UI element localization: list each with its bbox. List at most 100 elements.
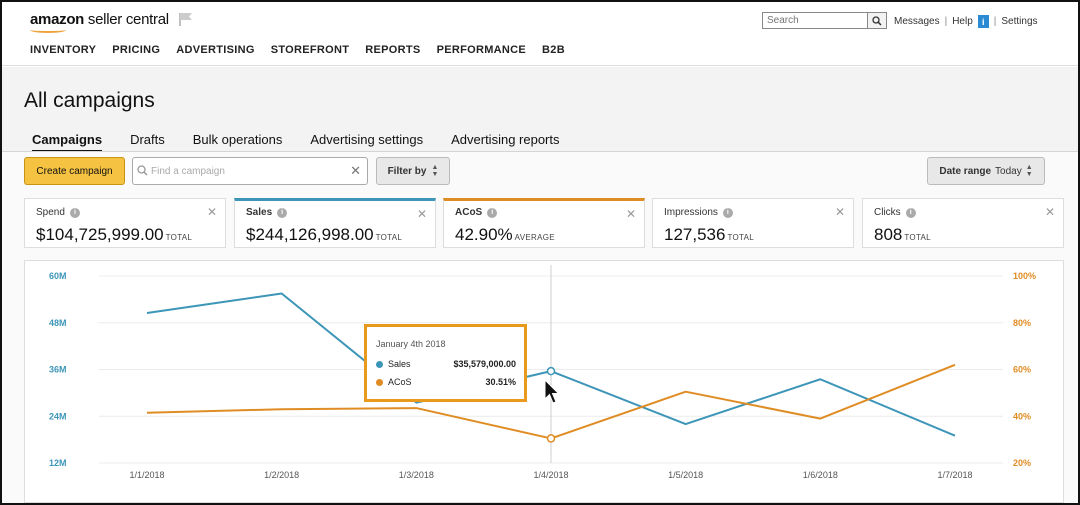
metric-label-text: Impressions <box>664 207 718 218</box>
tab-advertising-reports[interactable]: Advertising reports <box>451 132 560 147</box>
tooltip-date: January 4th 2018 <box>376 339 446 349</box>
close-icon[interactable]: ✕ <box>416 207 427 221</box>
help-link[interactable]: Help <box>952 16 973 27</box>
metric-label-text: Sales <box>246 207 273 218</box>
nav-inventory[interactable]: INVENTORY <box>30 44 97 56</box>
x-tick-label: 1/7/2018 <box>937 470 972 480</box>
y-right-tick-label: 100% <box>1013 271 1036 281</box>
page-body: All campaigns Campaigns Drafts Bulk oper… <box>2 67 1078 503</box>
info-icon[interactable]: i <box>722 207 733 218</box>
close-icon[interactable]: ✕ <box>834 205 845 219</box>
data-point-sales <box>546 366 556 376</box>
sales-legend-dot <box>376 360 383 368</box>
metric-card-impressions[interactable]: Impressions i ✕ 127,536 TOTAL <box>652 198 854 248</box>
y-left-tick-label: 24M <box>49 411 67 421</box>
global-search-input[interactable] <box>762 12 868 29</box>
find-campaign-input[interactable] <box>151 162 351 180</box>
metric-value: 127,536 TOTAL <box>664 225 754 245</box>
nav-advertising[interactable]: ADVERTISING <box>176 44 255 56</box>
tab-campaigns[interactable]: Campaigns <box>32 132 103 152</box>
metric-suffix: TOTAL <box>165 233 193 242</box>
metric-label: Spend i <box>36 207 80 218</box>
close-icon[interactable]: ✕ <box>1044 205 1055 219</box>
link-separator: | <box>993 16 997 27</box>
date-range-value: Today <box>995 165 1022 177</box>
tooltip-series-name: Sales <box>388 359 411 369</box>
y-left-tick-label: 36M <box>49 365 67 375</box>
metric-value: 42.90% AVERAGE <box>455 225 555 245</box>
tooltip-row-sales: Sales $35,579,000.00 <box>376 359 516 369</box>
flag-icon[interactable] <box>178 12 194 26</box>
sort-arrows-icon: ▲ ▼ <box>1025 164 1033 178</box>
nav-b2b[interactable]: B2B <box>542 44 565 56</box>
tab-drafts[interactable]: Drafts <box>130 132 165 147</box>
metric-suffix: TOTAL <box>375 233 403 242</box>
close-icon[interactable]: ✕ <box>206 205 217 219</box>
metric-card-acos[interactable]: ACoS i ✕ 42.90% AVERAGE <box>443 198 645 248</box>
y-left-tick-label: 60M <box>49 271 67 281</box>
chart-canvas: 60M 100% 48M 80% 36M 60% 24M 40% 12M 20% 1/1/2018 1… <box>49 265 1036 480</box>
sort-arrows-icon: ▲ ▼ <box>431 164 439 178</box>
campaigns-panel: Create campaign ✕ Filter by ▲▼ Date rang… <box>2 152 1078 503</box>
nav-pricing[interactable]: PRICING <box>112 44 161 56</box>
metric-value-text: 127,536 <box>664 225 726 244</box>
tab-bulk-operations[interactable]: Bulk operations <box>192 132 283 147</box>
main-nav: INVENTORY PRICING ADVERTISING STOREFRONT… <box>30 44 565 56</box>
clear-search-icon[interactable]: ✕ <box>350 163 361 178</box>
chart-tooltip: January 4th 2018 Sales $35,579,000.00 AC… <box>364 324 527 402</box>
y-right-tick-label: 40% <box>1013 411 1031 421</box>
x-tick-label: 1/6/2018 <box>803 470 838 480</box>
metric-value: 808 TOTAL <box>874 225 931 245</box>
find-campaign-field[interactable]: ✕ <box>132 157 368 185</box>
metric-card-spend[interactable]: Spend i ✕ $104,725,999.00 TOTAL <box>24 198 226 248</box>
close-icon[interactable]: ✕ <box>625 207 636 221</box>
info-icon[interactable]: i <box>905 207 916 218</box>
logo-product-text: seller central <box>84 11 169 28</box>
info-icon[interactable]: i <box>487 207 498 218</box>
link-separator: | <box>944 16 948 27</box>
metric-cards: Spend i ✕ $104,725,999.00 TOTAL Sales i ✕ $… <box>24 198 1064 248</box>
tab-advertising-settings[interactable]: Advertising settings <box>310 132 424 147</box>
create-campaign-button[interactable]: Create campaign <box>24 157 125 185</box>
info-icon[interactable]: i <box>277 207 288 218</box>
nav-reports[interactable]: REPORTS <box>365 44 421 56</box>
acos-legend-dot <box>376 378 383 386</box>
settings-link[interactable]: Settings <box>1001 16 1038 27</box>
top-header: amazon seller central Messages | Help i … <box>2 2 1078 66</box>
info-icon[interactable]: i <box>69 207 80 218</box>
metric-value-text: $104,725,999.00 <box>36 225 164 244</box>
seller-central-logo[interactable]: amazon seller central <box>30 11 169 28</box>
x-tick-label: 1/2/2018 <box>264 470 299 480</box>
metric-value-text: 808 <box>874 225 903 244</box>
metric-label: ACoS i <box>455 207 498 218</box>
logo-brand-text: amazon <box>30 11 85 28</box>
messages-link[interactable]: Messages <box>894 16 940 27</box>
help-info-icon[interactable]: i <box>977 15 989 28</box>
y-left-tick-label: 48M <box>49 318 67 328</box>
metric-suffix: TOTAL <box>727 233 754 242</box>
mouse-cursor-icon <box>544 379 560 404</box>
nav-storefront[interactable]: STOREFRONT <box>270 44 350 56</box>
metric-suffix: TOTAL <box>904 233 931 242</box>
x-tick-label: 1/1/2018 <box>129 470 164 480</box>
top-links: Messages | Help i | Settings <box>894 15 1038 28</box>
tooltip-series-value: 30.51% <box>485 377 516 387</box>
metric-suffix: AVERAGE <box>514 233 555 242</box>
x-tick-label: 1/4/2018 <box>533 470 568 480</box>
date-range-button[interactable]: Date range Today ▲ ▼ <box>927 157 1045 185</box>
search-button[interactable] <box>868 12 887 29</box>
performance-chart: 60M 100% 48M 80% 36M 60% 24M 40% 12M 20% 1/1/2018 1… <box>24 260 1064 503</box>
nav-performance[interactable]: PERFORMANCE <box>436 44 527 56</box>
data-point-acos <box>546 434 556 443</box>
metric-card-clicks[interactable]: Clicks i ✕ 808 TOTAL <box>862 198 1064 248</box>
filter-by-button[interactable]: Filter by ▲ ▼ <box>376 157 450 185</box>
amazon-smile-icon <box>30 27 66 33</box>
metric-label-text: ACoS <box>455 207 483 218</box>
page-title: All campaigns <box>24 89 155 112</box>
tab-divider <box>2 151 1078 152</box>
metric-label-text: Spend <box>36 207 65 218</box>
metric-label: Clicks i <box>874 207 916 218</box>
filter-by-label: Filter by <box>387 165 427 177</box>
metric-card-sales[interactable]: Sales i ✕ $244,126,998.00 TOTAL <box>234 198 436 248</box>
